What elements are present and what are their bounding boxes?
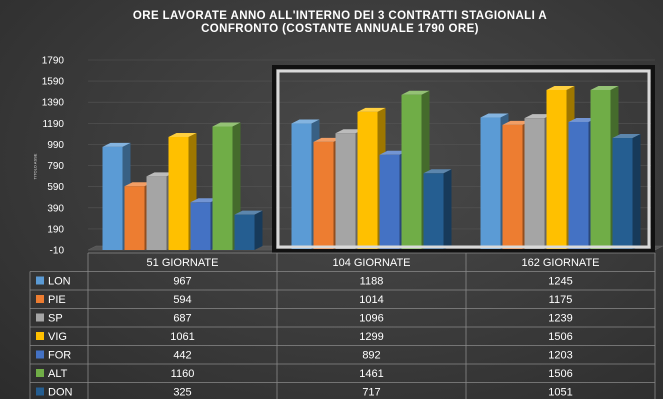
bar-for xyxy=(379,154,400,250)
bar-pie xyxy=(502,124,523,250)
legend-label: LON xyxy=(48,276,71,288)
bar-don xyxy=(423,173,444,250)
category-label: 162 GIORNATE xyxy=(521,257,599,269)
data-label: 1461 xyxy=(359,368,383,380)
y-tick-label: 1390 xyxy=(42,98,65,109)
bar-top xyxy=(168,132,197,137)
bar-alt xyxy=(590,89,611,250)
category-label: 51 GIORNATE xyxy=(147,257,219,269)
legend-label: DON xyxy=(48,387,73,399)
bar-don xyxy=(612,138,633,250)
bar-top xyxy=(291,119,320,124)
bar-side xyxy=(443,169,452,250)
data-label: 892 xyxy=(362,350,380,362)
data-label: 1175 xyxy=(549,294,573,306)
bar-top xyxy=(546,85,575,90)
bar-side xyxy=(254,210,263,250)
highlight-frame-inner xyxy=(276,69,651,249)
y-tick-label: 590 xyxy=(47,182,64,193)
data-label: 1061 xyxy=(170,331,194,343)
bar-top xyxy=(335,129,364,134)
bar-for xyxy=(568,121,589,250)
bar-top xyxy=(234,210,263,215)
data-label: 442 xyxy=(173,350,191,362)
legend-label: FOR xyxy=(48,350,71,362)
data-label: 325 xyxy=(173,387,191,399)
bar-top xyxy=(423,169,452,174)
data-label: 717 xyxy=(362,387,380,399)
bar-vig xyxy=(546,89,567,250)
category-label: 104 GIORNATE xyxy=(332,257,410,269)
bar-alt xyxy=(401,94,422,250)
bar-top xyxy=(480,113,509,118)
bar-top xyxy=(146,172,175,177)
bar-top xyxy=(357,107,386,112)
data-label: 1096 xyxy=(359,313,383,325)
y-tick-label: 790 xyxy=(47,161,64,172)
y-tick-label: 1590 xyxy=(42,77,65,88)
legend-label: PIE xyxy=(48,294,66,306)
bar-vig xyxy=(168,136,189,250)
bar-sp xyxy=(335,133,356,250)
data-label: 967 xyxy=(173,276,191,288)
bar-top xyxy=(401,90,430,95)
data-label: 1188 xyxy=(360,276,384,288)
y-tick-label: 1790 xyxy=(42,56,65,67)
legend-key-sp xyxy=(36,313,44,322)
data-label: 1506 xyxy=(548,368,572,380)
bar-top xyxy=(313,137,342,142)
y-tick-label: -10 xyxy=(50,246,65,257)
legend-label: SP xyxy=(48,313,63,325)
bar-top xyxy=(502,120,531,125)
data-label: 1160 xyxy=(171,368,195,380)
bar-alt xyxy=(212,126,233,250)
legend-key-vig xyxy=(36,332,44,340)
bar-sp xyxy=(524,118,545,251)
legend-label: ALT xyxy=(48,368,68,380)
data-label: 687 xyxy=(173,313,191,325)
legend-key-pie xyxy=(36,295,44,303)
bar-top xyxy=(379,150,408,155)
y-tick-label: 190 xyxy=(47,224,64,235)
bar-for xyxy=(190,202,211,250)
legend-key-for xyxy=(36,350,44,359)
data-label: 1299 xyxy=(359,331,383,343)
bar-top xyxy=(212,122,241,127)
bar-lon xyxy=(480,117,501,251)
legend-label: VIG xyxy=(48,331,67,343)
bar-don xyxy=(234,214,255,250)
bar-top xyxy=(190,198,219,203)
data-label: 1239 xyxy=(548,313,572,325)
y-tick-label: 1190 xyxy=(42,119,64,130)
y-tick-label: 390 xyxy=(47,203,64,214)
bar-top xyxy=(524,114,553,119)
bar-top xyxy=(612,134,641,139)
bar-top xyxy=(568,117,597,122)
bar-side xyxy=(632,134,641,250)
bar-top xyxy=(102,142,131,147)
bar-lon xyxy=(291,123,312,250)
data-label: 1051 xyxy=(548,387,572,399)
bar-pie xyxy=(124,186,145,250)
bar-sp xyxy=(146,176,167,250)
legend-key-don xyxy=(36,387,44,396)
legend-key-lon xyxy=(36,276,44,285)
bar-vig xyxy=(357,111,378,250)
bar-pie xyxy=(313,141,334,250)
legend-key-alt xyxy=(36,369,44,377)
data-label: 1506 xyxy=(548,331,572,343)
bar-top xyxy=(590,85,619,90)
bar-lon xyxy=(102,146,123,250)
data-label: 1203 xyxy=(548,350,572,362)
data-label: 1245 xyxy=(548,276,572,288)
highlight-frame-outer xyxy=(272,65,655,253)
bar-top xyxy=(124,182,153,187)
data-label: 594 xyxy=(173,294,191,306)
y-tick-label: 990 xyxy=(47,140,64,151)
chart-title: ORE LAVORATE ANNO ALL'INTERNO DEI 3 CONT… xyxy=(132,10,548,35)
data-label: 1014 xyxy=(359,294,383,306)
